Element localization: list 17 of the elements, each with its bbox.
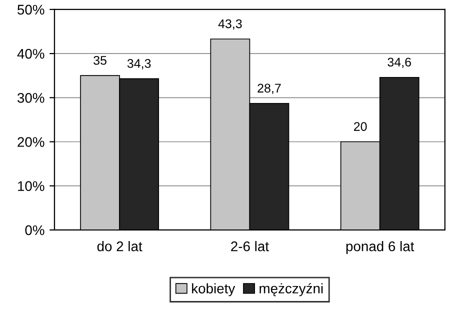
y-tick-label: 10% bbox=[18, 181, 44, 192]
x-tick-label: 2-6 lat bbox=[231, 241, 269, 252]
x-tick-label: ponad 6 lat bbox=[346, 241, 414, 254]
y-tick-label: 50% bbox=[18, 4, 44, 15]
data-label: 28,7 bbox=[258, 84, 281, 94]
data-label: 34,6 bbox=[388, 58, 411, 68]
data-label: 43,3 bbox=[218, 19, 242, 30]
y-tick-label: 20% bbox=[18, 137, 44, 147]
data-label: 35 bbox=[94, 56, 106, 65]
legend-label: mężczyźni bbox=[260, 283, 323, 296]
y-tick-label: 40% bbox=[17, 48, 44, 59]
y-tick-label: 30% bbox=[17, 92, 44, 103]
legend-label: kobiety bbox=[192, 283, 236, 296]
y-tick-label: 0% bbox=[25, 225, 44, 236]
x-tick-label: do 2 lat bbox=[97, 241, 142, 252]
data-label: 20 bbox=[354, 122, 367, 131]
data-label: 34,3 bbox=[127, 59, 151, 70]
